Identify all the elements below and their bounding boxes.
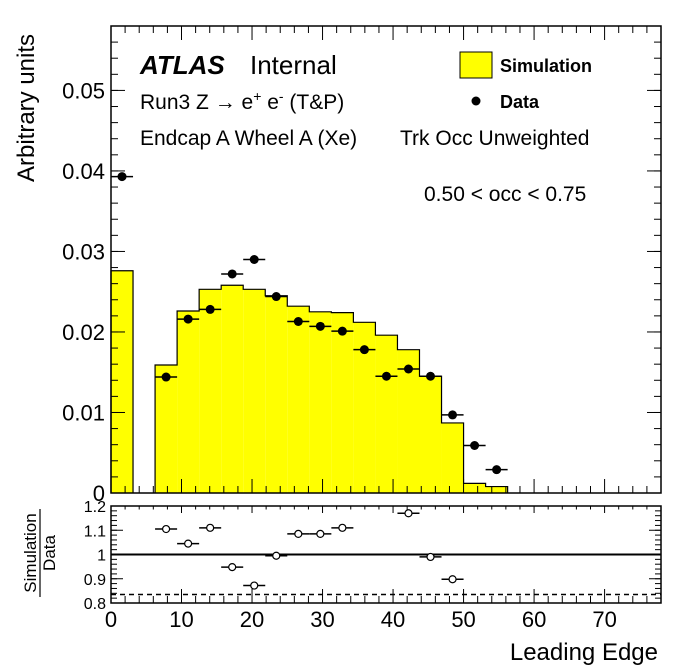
atlas-label: ATLAS (139, 50, 225, 80)
x-tick-label: 60 (522, 607, 546, 632)
data-point (470, 440, 480, 450)
ratio-point (294, 529, 303, 538)
data-point (359, 345, 369, 355)
ratio-y-tick-label: 1.2 (84, 499, 106, 516)
x-tick-label: 40 (381, 607, 405, 632)
legend-data-marker (471, 96, 481, 106)
data-point (492, 465, 502, 475)
y-axis-title: Arbitrary units (13, 34, 40, 182)
simulation-bar (243, 289, 266, 493)
ratio-points (155, 509, 464, 590)
main-axes: 0 0.01 0.02 0.03 0.04 0.05 (62, 25, 662, 506)
data-point (227, 269, 237, 279)
y-tick-label: 0.04 (62, 159, 105, 184)
y-tick-label: 0.01 (62, 400, 105, 425)
simulation-bar (463, 483, 486, 493)
data-point (448, 410, 458, 420)
data-point (161, 372, 171, 382)
simulation-bar (199, 289, 222, 493)
ratio-point (184, 539, 193, 548)
y-tick-label: 0.05 (62, 78, 105, 103)
simulation-bar (331, 312, 354, 493)
legend-simulation-label: Simulation (500, 56, 592, 76)
x-tick-label: 20 (240, 607, 264, 632)
simulation-bar (397, 349, 420, 493)
legend-data-label: Data (500, 92, 540, 112)
ratio-reference-lines (111, 553, 661, 596)
data-point (381, 371, 391, 381)
ratio-point (338, 523, 347, 532)
data-point (403, 364, 413, 374)
x-axis-title: Leading Edge (510, 639, 658, 666)
ratio-point (316, 529, 325, 538)
y-tick-label: 0.03 (62, 239, 105, 264)
ratio-title-denominator: Data (40, 535, 59, 571)
weighting-label: Trk Occ Unweighted (400, 127, 589, 150)
ratio-point (161, 524, 171, 534)
x-tick-label: 30 (310, 607, 334, 632)
simulation-bar (441, 422, 464, 493)
data-point (183, 314, 193, 324)
ratio-point (404, 509, 413, 518)
ratio-axes: 0.8 0.9 1 1.1 1.2 0 10 20 30 40 50 60 70 (84, 499, 662, 632)
ratio-y-tick-label: 1.1 (84, 523, 106, 540)
y-tick-label: 0.02 (62, 320, 105, 345)
occupancy-range-label: 0.50 < occ < 0.75 (424, 183, 586, 206)
data-point (293, 316, 303, 326)
x-tick-label: 0 (105, 607, 117, 632)
simulation-bar (309, 311, 332, 493)
simulation-histogram (110, 270, 509, 493)
ratio-point (426, 552, 435, 562)
data-point (426, 371, 436, 381)
ratio-y-tick-label: 0.8 (84, 596, 106, 613)
ratio-point (448, 575, 457, 584)
legend-simulation-swatch (459, 51, 493, 79)
data-point (249, 255, 259, 264)
simulation-bar (419, 376, 442, 493)
internal-label: Internal (250, 50, 337, 80)
ratio-y-tick-label: 0.9 (84, 572, 106, 589)
ratio-point (228, 563, 237, 572)
ratio-point (250, 581, 259, 590)
data-point (337, 326, 347, 336)
simulation-bar (287, 306, 310, 493)
ratio-point (272, 551, 281, 560)
simulation-bar (375, 335, 398, 493)
simulation-bar (111, 270, 134, 493)
simulation-bar (221, 285, 244, 493)
data-point (205, 304, 215, 314)
run-label: Run3 Z → e+ e- (T&P) (140, 88, 344, 114)
data-point (315, 321, 325, 331)
x-tick-label: 10 (169, 607, 193, 632)
simulation-bar (353, 322, 376, 493)
data-points (111, 172, 508, 475)
y-tick-label: 0 (93, 481, 105, 506)
simulation-bar (265, 295, 288, 493)
ratio-y-tick-label: 1 (97, 548, 106, 565)
x-tick-label: 70 (592, 607, 616, 632)
ratio-title-numerator: Simulation (21, 513, 40, 592)
simulation-bar (155, 364, 178, 493)
simulation-bar (485, 486, 508, 493)
x-tick-label: 50 (451, 607, 475, 632)
main-plot-frame (110, 25, 662, 494)
region-label: Endcap A Wheel A (Xe) (140, 127, 357, 150)
data-point (271, 292, 281, 302)
ratio-point (206, 523, 215, 532)
data-point (117, 172, 127, 182)
ratio-y-title: Simulation Data (21, 509, 59, 597)
simulation-bar (177, 311, 200, 493)
